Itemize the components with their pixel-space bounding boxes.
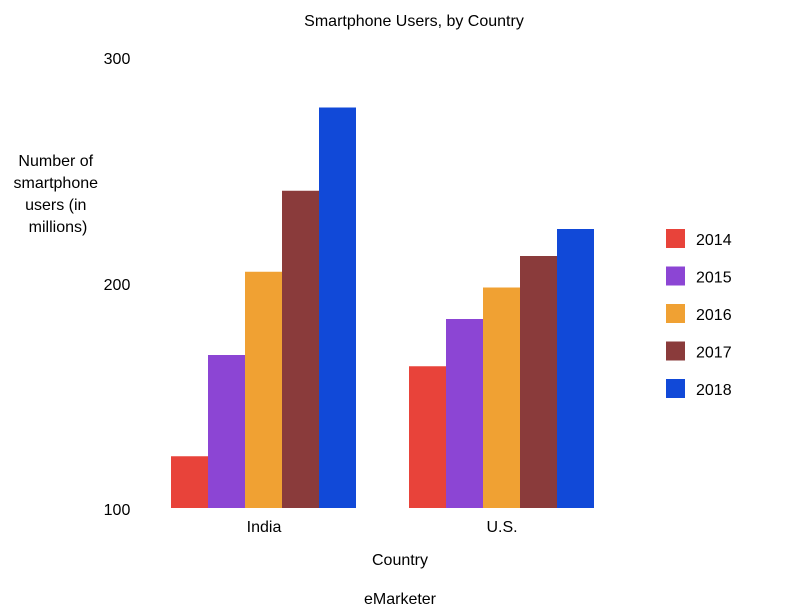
y-axis-title-line-2: smartphone <box>14 175 99 192</box>
bar-u-s-2017 <box>520 256 557 508</box>
legend-label-2016: 2016 <box>696 307 732 324</box>
bar-india-2018 <box>319 107 356 508</box>
y-axis-title-line-4: millions) <box>29 219 88 236</box>
y-axis-title-line-3: users (in <box>25 197 86 214</box>
legend-swatch-2018 <box>666 379 685 398</box>
y-axis-title: Number of smartphone users (in millions) <box>14 153 103 236</box>
legend-swatch-2014 <box>666 229 685 248</box>
bar-india-2015 <box>208 355 245 508</box>
bar-india-2016 <box>245 271 282 508</box>
bar-india-2014 <box>171 456 208 508</box>
bar-india-2017 <box>282 190 319 508</box>
y-tick-300: 300 <box>104 51 131 68</box>
legend-label-2017: 2017 <box>696 345 732 362</box>
legend-swatch-2015 <box>666 266 685 286</box>
y-axis-title-line-1: Number of <box>18 153 93 170</box>
legend-swatch-2017 <box>666 341 685 361</box>
legend-label-2014: 2014 <box>696 232 732 249</box>
bars-group <box>171 107 594 508</box>
bar-u-s-2014 <box>409 366 446 508</box>
source-label: eMarketer <box>364 591 437 608</box>
legend-label-2018: 2018 <box>696 382 732 399</box>
bar-u-s-2015 <box>446 319 483 508</box>
legend: 2014 2015 2016 2017 2018 <box>666 229 732 399</box>
legend-label-2015: 2015 <box>696 270 732 287</box>
y-tick-100: 100 <box>104 502 131 519</box>
y-tick-200: 200 <box>104 277 131 294</box>
chart-title: Smartphone Users, by Country <box>304 13 524 30</box>
x-category-label-us: U.S. <box>486 519 517 536</box>
x-axis-title: Country <box>372 552 428 569</box>
x-category-label-india: India <box>247 519 282 536</box>
bar-u-s-2016 <box>483 287 520 508</box>
bar-u-s-2018 <box>557 229 594 508</box>
legend-swatch-2016 <box>666 304 685 323</box>
